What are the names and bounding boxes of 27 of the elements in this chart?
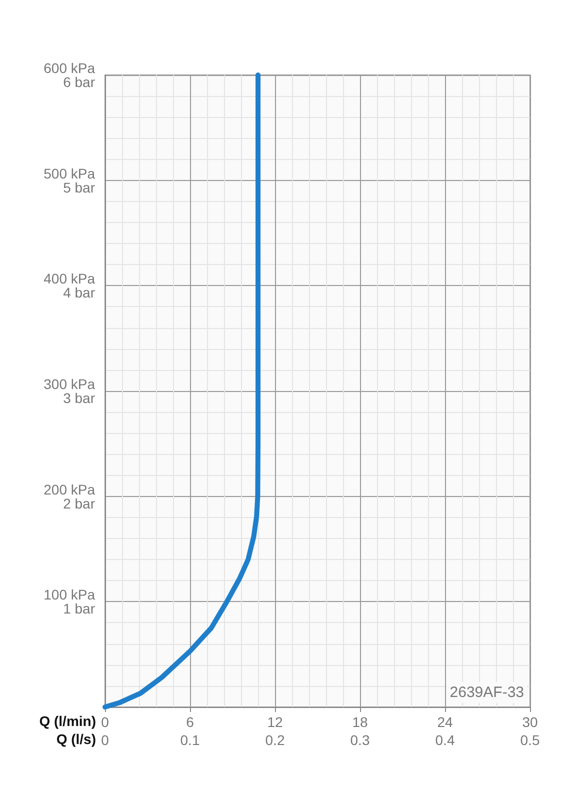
x2-tick-label: 0.3 <box>350 732 370 748</box>
x-tick-label: 18 <box>352 714 368 730</box>
y-tick-label: 500 kPa <box>44 165 96 182</box>
x2-axis-title: Q (l/s) <box>56 731 96 747</box>
x2-tick-label: 0.2 <box>265 732 285 748</box>
y2-tick-label: 2 bar <box>63 495 96 512</box>
y-tick-label: 200 kPa <box>44 481 96 498</box>
y-tick-label: 300 kPa <box>44 376 96 392</box>
annotation: 2639AF-33 <box>450 684 524 701</box>
x-tick-label: 30 <box>522 714 538 730</box>
y2-tick-label: 6 bar <box>63 74 96 90</box>
y2-tick-label: 3 bar <box>63 390 96 406</box>
y-tick-label: 400 kPa <box>44 270 96 287</box>
x-axis-title: Q (l/min) <box>39 713 96 729</box>
x-tick-label: 0 <box>101 714 110 730</box>
x-tick-label: 6 <box>186 714 194 730</box>
y-tick-label: 100 kPa <box>44 586 96 603</box>
x2-tick-label: 0 <box>101 732 110 748</box>
y2-tick-label: 4 bar <box>63 284 96 301</box>
x-tick-label: 12 <box>267 714 283 730</box>
y2-tick-label: 5 bar <box>63 179 96 196</box>
x2-tick-label: 0.5 <box>520 732 540 748</box>
x-tick-label: 24 <box>437 714 453 730</box>
x2-tick-label: 0.1 <box>180 732 200 748</box>
x2-tick-label: 0.4 <box>435 732 455 748</box>
y2-tick-label: 1 bar <box>63 600 96 617</box>
y-tick-label: 600 kPa <box>44 60 96 76</box>
